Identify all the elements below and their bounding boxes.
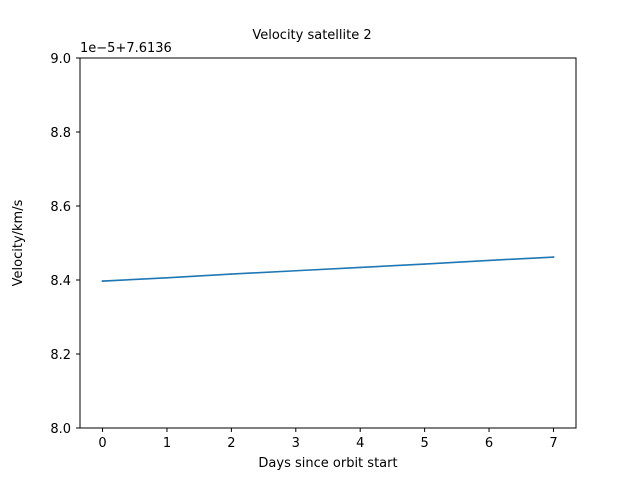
data-point	[359, 266, 362, 269]
data-point	[294, 269, 297, 272]
x-tick-label: 1	[163, 436, 171, 451]
x-tick-label: 0	[98, 436, 106, 451]
y-tick-label: 8.8	[50, 126, 71, 141]
y-tick-label: 9.0	[50, 52, 71, 67]
y-tick-label: 8.0	[50, 422, 71, 437]
x-axis-label: Days since orbit start	[258, 456, 397, 471]
y-tick-label: 8.2	[50, 348, 71, 363]
data-point	[166, 276, 168, 279]
y-axis-label: Velocity/km/s	[11, 199, 26, 286]
series-line	[101, 256, 555, 282]
x-tick-label: 7	[549, 436, 557, 451]
y-tick-label: 8.6	[50, 200, 71, 215]
x-axis-ticks: 0 1 2 3 4 5 6 7	[98, 428, 558, 451]
data-point	[488, 259, 490, 262]
x-tick-label: 5	[420, 436, 428, 451]
plot-area	[79, 57, 577, 429]
x-tick-label: 2	[227, 436, 235, 451]
x-tick-label: 4	[356, 436, 364, 451]
data-point	[230, 273, 233, 275]
plot-frame	[79, 57, 577, 429]
y-tick-label: 8.4	[50, 274, 71, 289]
series-layer	[101, 256, 555, 282]
x-tick-label: 6	[485, 436, 493, 451]
chart-title: Velocity satellite 2	[252, 28, 371, 43]
data-point	[101, 280, 104, 282]
data-point	[423, 263, 426, 265]
plot-background	[80, 58, 576, 428]
y-axis-ticks: 8.0 8.2 8.4 8.6 8.8 9.0	[50, 52, 80, 437]
x-tick-label: 3	[292, 436, 300, 451]
data-point	[552, 256, 555, 258]
y-axis-offset-label: 1e−5+7.6136	[80, 41, 172, 56]
